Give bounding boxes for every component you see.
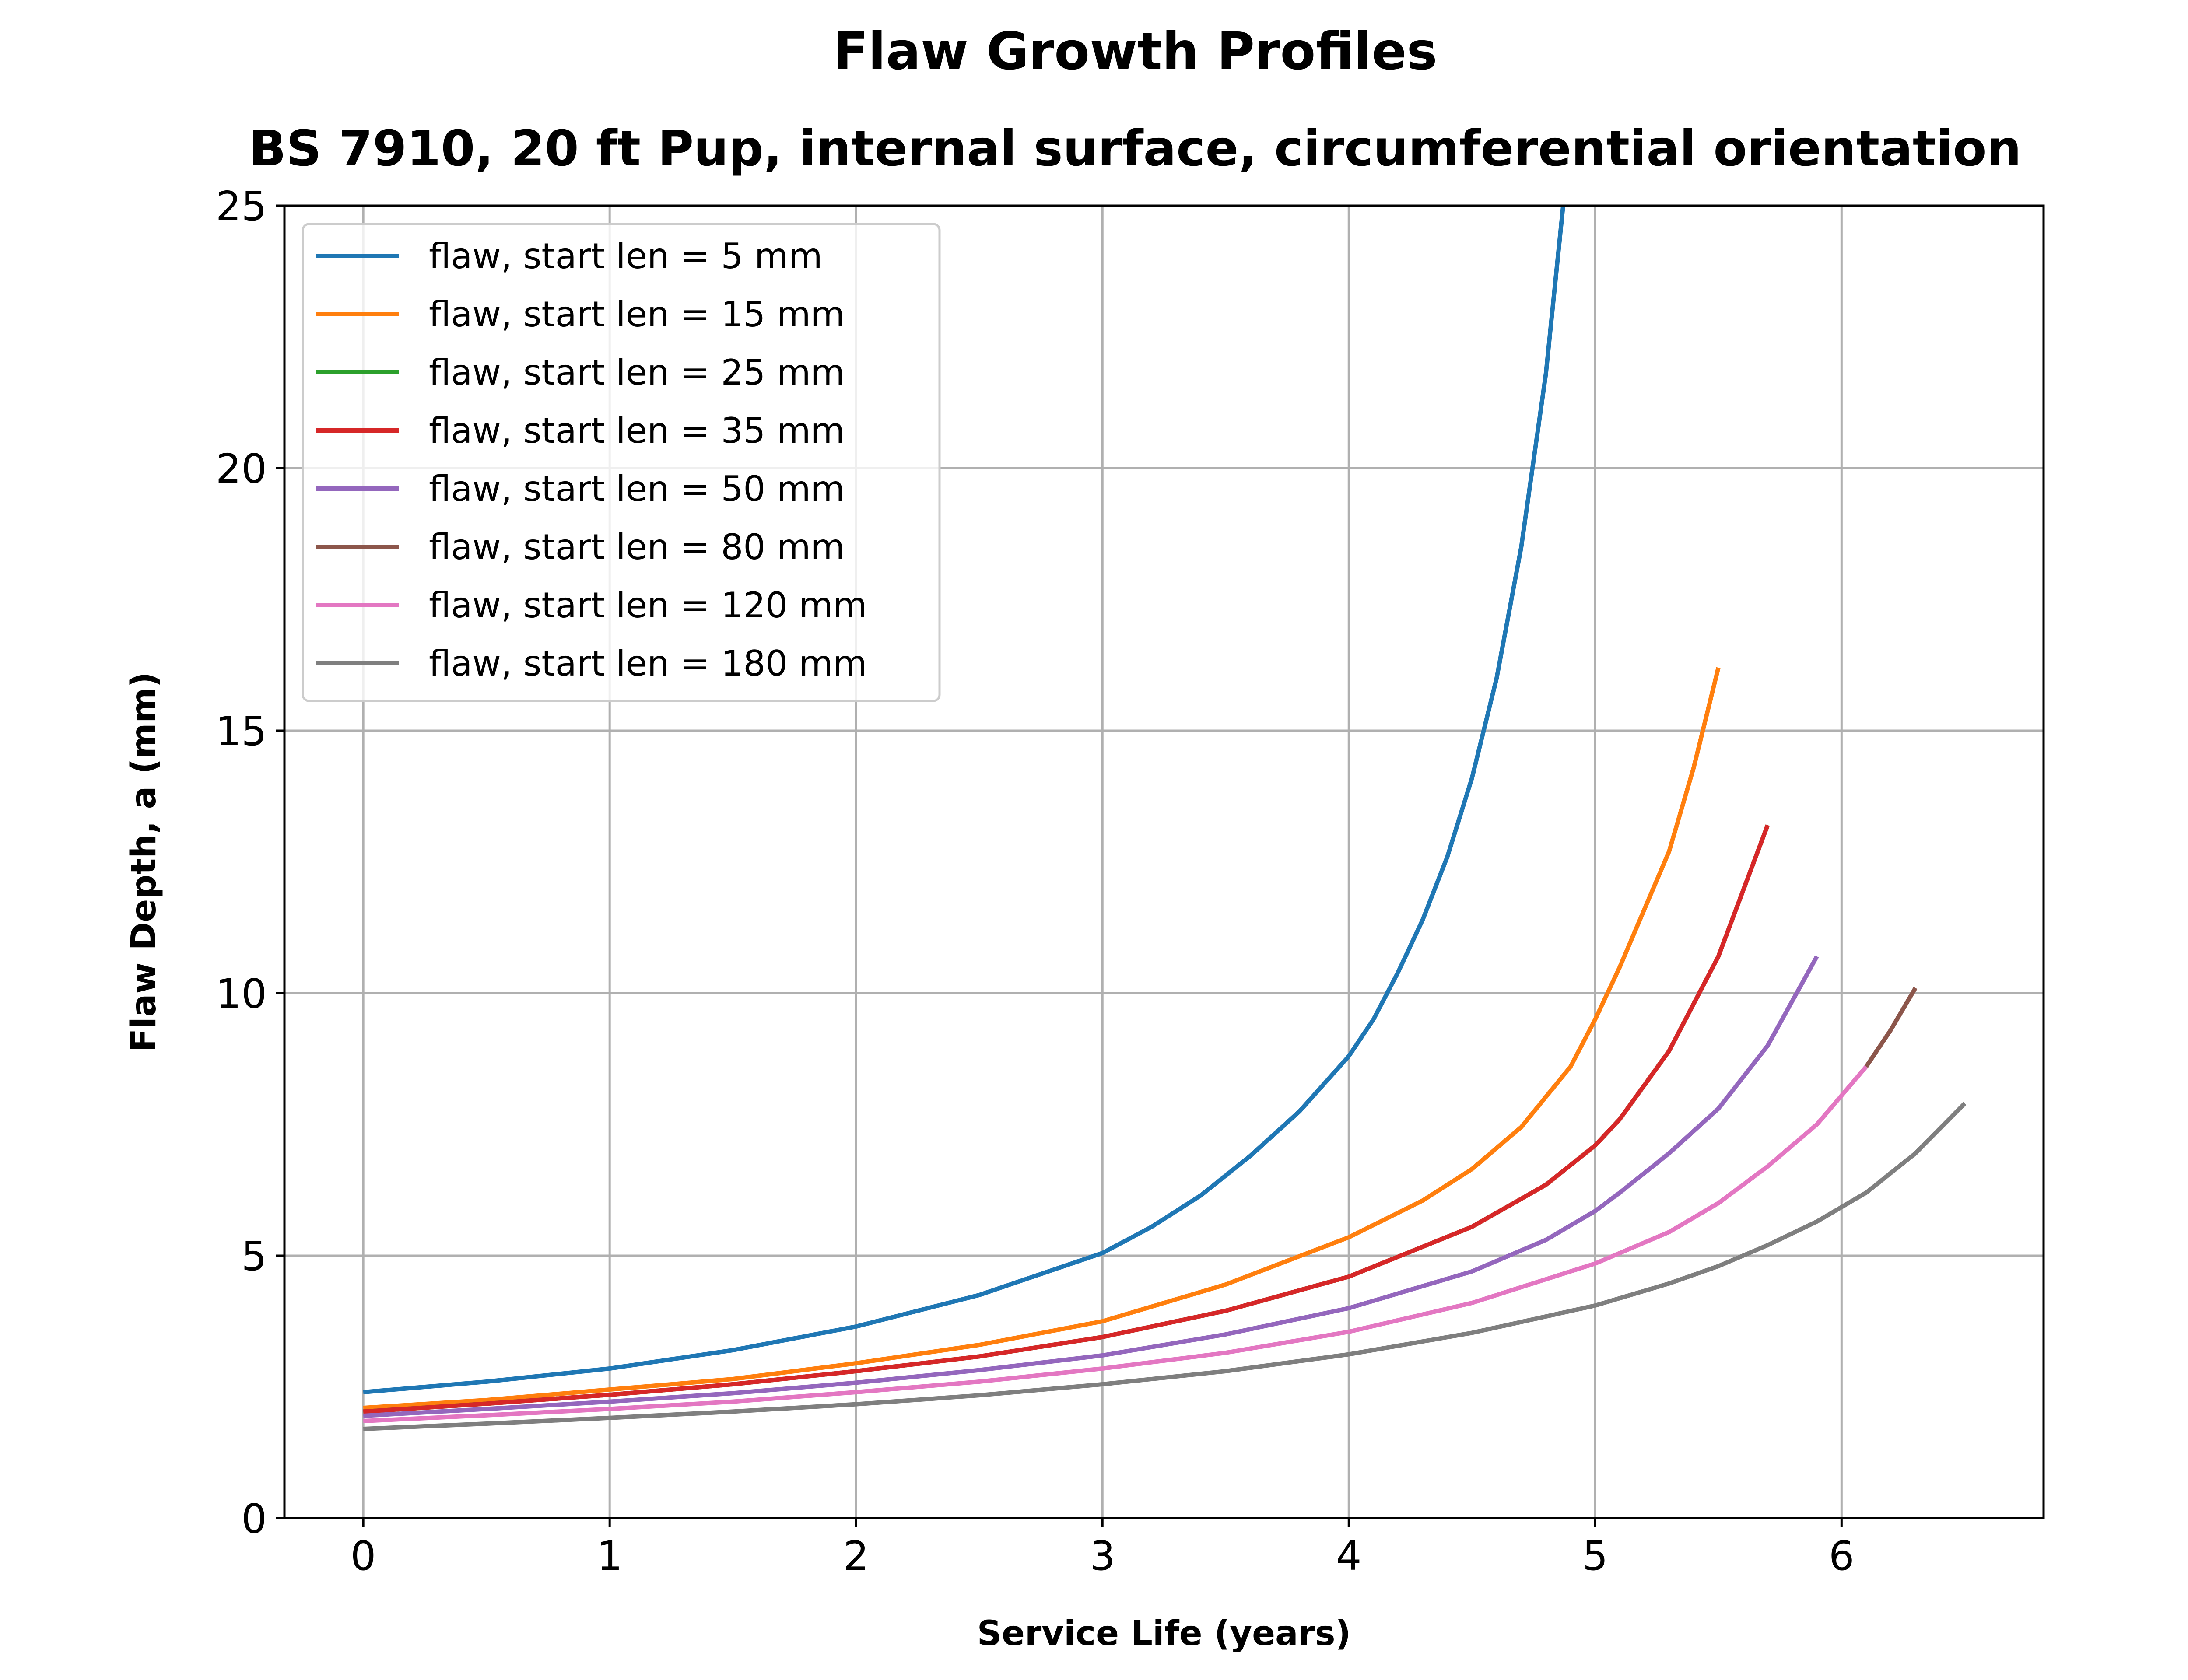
series-line-7 (363, 1102, 1967, 1431)
legend-label-0: flaw, start len = 5 mm (429, 236, 823, 276)
series-line-4 (363, 955, 1819, 1418)
legend-label-1: flaw, start len = 15 mm (429, 294, 845, 335)
y-axis-label: Flaw Depth, a (mm) (124, 672, 164, 1052)
legend: flaw, start len = 5 mm flaw, start len = … (302, 223, 941, 702)
series-line-3 (363, 824, 1770, 1414)
x-tick-label: 0 (351, 1533, 376, 1579)
chart-subtitle: BS 7910, 20 ft Pup, internal surface, ci… (249, 120, 2022, 177)
series-line-1 (363, 667, 1721, 1410)
x-tick-label: 1 (597, 1533, 623, 1579)
plot-frame (283, 204, 2045, 1519)
legend-label-5: flaw, start len = 80 mm (429, 527, 845, 567)
x-tick-label: 5 (1582, 1533, 1608, 1579)
legend-label-3: flaw, start len = 35 mm (429, 410, 845, 451)
legend-label-6: flaw, start len = 120 mm (429, 585, 867, 626)
legend-box (302, 223, 941, 702)
y-tick-label: 25 (216, 183, 267, 230)
y-tick-label: 15 (216, 708, 267, 755)
y-tick-label: 5 (241, 1233, 267, 1280)
series-line-5 (1864, 987, 1918, 1068)
legend-label-4: flaw, start len = 50 mm (429, 469, 845, 509)
series-line-0 (363, 206, 1566, 1394)
series-lines (363, 206, 1967, 1431)
x-tick-label: 3 (1090, 1533, 1115, 1579)
y-tick-label: 10 (216, 970, 267, 1017)
x-tick-label: 2 (843, 1533, 869, 1579)
y-tick-label: 20 (216, 445, 267, 492)
x-tick-label: 4 (1336, 1533, 1362, 1579)
series-line-6 (363, 1065, 1868, 1423)
legend-label-7: flaw, start len = 180 mm (429, 643, 867, 684)
y-tick-label: 0 (241, 1495, 267, 1542)
legend-label-2: flaw, start len = 25 mm (429, 352, 845, 393)
chart-title: Flaw Growth Profiles (833, 21, 1437, 81)
axis-ticks: 0 1 2 3 4 5 6 0 5 10 15 20 25 (216, 183, 1855, 1579)
x-tick-label: 6 (1829, 1533, 1855, 1579)
x-axis-label: Service Life (years) (977, 1614, 1351, 1653)
